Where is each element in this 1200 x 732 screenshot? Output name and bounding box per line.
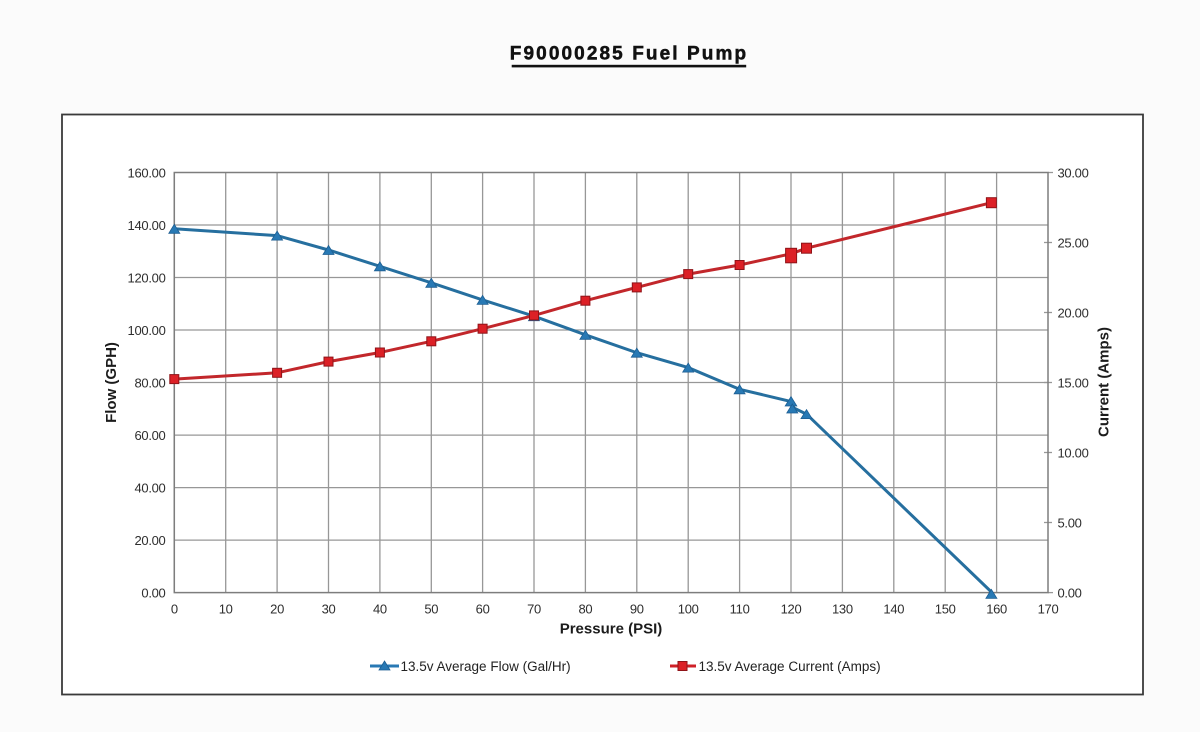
svg-text:5.00: 5.00 <box>1058 515 1082 530</box>
svg-text:160.00: 160.00 <box>128 165 166 180</box>
svg-text:40: 40 <box>373 601 387 616</box>
svg-text:15.00: 15.00 <box>1058 375 1089 390</box>
svg-text:140: 140 <box>883 601 904 616</box>
svg-text:25.00: 25.00 <box>1058 235 1089 250</box>
svg-text:60.00: 60.00 <box>134 428 165 443</box>
svg-text:120: 120 <box>781 601 802 616</box>
svg-text:20.00: 20.00 <box>134 533 165 548</box>
svg-text:60: 60 <box>476 601 490 616</box>
svg-text:130: 130 <box>832 601 853 616</box>
svg-text:30: 30 <box>322 601 336 616</box>
svg-text:100: 100 <box>678 601 699 616</box>
svg-text:0.00: 0.00 <box>1058 585 1082 600</box>
svg-text:80.00: 80.00 <box>134 375 165 390</box>
svg-text:110: 110 <box>730 601 750 616</box>
svg-text:20.00: 20.00 <box>1058 305 1089 320</box>
svg-text:13.5v Average Current (Amps): 13.5v Average Current (Amps) <box>699 659 881 674</box>
svg-text:90: 90 <box>630 601 644 616</box>
svg-text:140.00: 140.00 <box>128 218 166 233</box>
svg-text:30.00: 30.00 <box>1058 165 1089 180</box>
svg-text:100.00: 100.00 <box>128 323 166 338</box>
svg-text:50: 50 <box>424 601 438 616</box>
svg-text:80: 80 <box>578 601 592 616</box>
svg-text:0.00: 0.00 <box>141 585 165 600</box>
svg-text:70: 70 <box>527 601 541 616</box>
svg-text:Current (Amps): Current (Amps) <box>1096 327 1113 437</box>
svg-text:F90000285 Fuel Pump: F90000285 Fuel Pump <box>510 44 748 65</box>
svg-text:170: 170 <box>1038 601 1059 616</box>
svg-text:40.00: 40.00 <box>134 480 165 495</box>
svg-text:160: 160 <box>986 601 1007 616</box>
svg-text:13.5v Average Flow (Gal/Hr): 13.5v Average Flow (Gal/Hr) <box>401 659 571 674</box>
svg-text:10.00: 10.00 <box>1058 445 1089 460</box>
svg-text:10: 10 <box>219 601 233 616</box>
svg-text:120.00: 120.00 <box>128 270 166 285</box>
svg-text:0: 0 <box>171 601 178 616</box>
svg-text:150: 150 <box>935 601 956 616</box>
svg-text:20: 20 <box>270 601 284 616</box>
svg-text:Pressure (PSI): Pressure (PSI) <box>560 621 663 638</box>
svg-text:Flow (GPH): Flow (GPH) <box>103 342 120 423</box>
